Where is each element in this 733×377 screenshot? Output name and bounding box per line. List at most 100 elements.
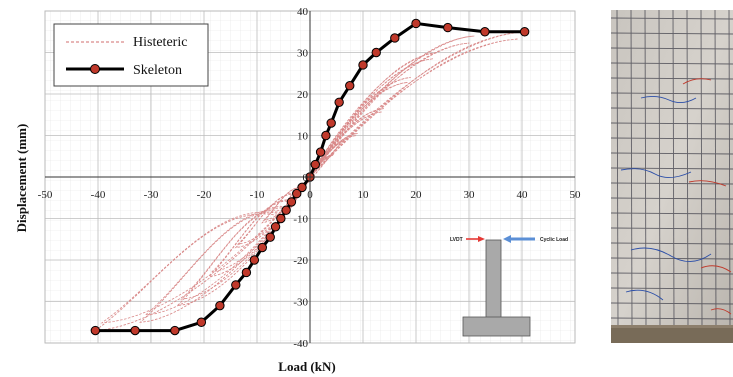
x-tick-label: -20	[197, 189, 212, 201]
skeleton-point	[276, 213, 286, 224]
axes	[45, 11, 575, 343]
x-tick-label: -50	[38, 189, 53, 201]
skeleton-point	[443, 22, 453, 33]
hysteretic-loop-repeat	[180, 58, 434, 300]
skeleton-point	[411, 18, 421, 29]
skeleton-point	[215, 300, 225, 311]
x-tick-label: 30	[464, 189, 476, 201]
photo-grid-line	[611, 47, 733, 50]
y-tick-label: 30	[297, 48, 309, 60]
photo-grid-line	[611, 197, 733, 200]
photo-grid-line	[611, 167, 733, 170]
y-tick-label: -40	[293, 338, 308, 350]
legend-hysteretic-label: Histeteric	[133, 35, 187, 50]
x-tick-label: 40	[517, 189, 529, 201]
photo-grid-line	[700, 10, 703, 326]
photo-grid-line	[611, 287, 733, 290]
photo-grid-line	[611, 257, 733, 260]
photo-grid-line	[611, 62, 733, 65]
photo-grid-line	[611, 182, 733, 185]
skeleton-point	[321, 130, 331, 141]
lvdt-arrow-head	[478, 236, 485, 242]
skeleton-point	[281, 205, 291, 215]
photo-grid-line	[611, 302, 733, 305]
y-tick-label: -20	[293, 255, 308, 267]
skeleton-point	[315, 147, 326, 157]
legend-skeleton-marker	[90, 64, 100, 74]
x-tick-label: 0	[307, 189, 313, 201]
x-tick-label: -10	[250, 189, 265, 201]
skeleton-point	[170, 325, 180, 336]
x-tick-label: -40	[91, 189, 106, 201]
photo-grid-line	[644, 10, 647, 326]
skeleton-point	[310, 159, 320, 170]
skeleton-point	[265, 232, 275, 242]
skeleton-point	[519, 27, 530, 37]
specimen-inset: LVDT Cyclic Load	[450, 235, 568, 337]
skeleton-point	[241, 267, 252, 278]
skeleton-point	[90, 325, 101, 336]
y-tick-label: 10	[297, 131, 309, 143]
y-tick-label: 0	[303, 172, 309, 184]
cracked-wall-photo-icon	[611, 10, 733, 343]
skeleton-point	[292, 188, 302, 199]
legend: Histeteric Skeleton	[53, 23, 209, 87]
photo-grid-line	[611, 227, 733, 230]
skeleton-curve	[90, 18, 530, 336]
photo-grid-line	[714, 10, 717, 326]
skeleton-point	[130, 325, 140, 336]
x-tick-label: 20	[411, 189, 423, 201]
y-tick-label: -10	[293, 214, 308, 226]
skeleton-point	[390, 33, 400, 43]
photo-grid-line	[630, 10, 633, 326]
x-axis-title: Load (kN)	[278, 359, 335, 374]
legend-skeleton-label: Skeleton	[133, 63, 182, 78]
y-tick-label: -30	[293, 297, 308, 309]
photo-grid-line	[611, 212, 733, 215]
skeleton-point	[286, 197, 297, 207]
y-axis-title: Displacement (mm)	[14, 124, 29, 233]
skeleton-point	[334, 97, 344, 108]
photo-grid-line	[611, 152, 733, 155]
hysteretic-loop-repeat	[236, 111, 383, 245]
skeleton-point	[358, 60, 368, 70]
photo-grid-line	[611, 17, 733, 20]
skeleton-point	[270, 222, 281, 232]
skeleton-point	[297, 182, 307, 193]
lvdt-label: LVDT	[450, 237, 463, 243]
photo-grid-line	[611, 32, 733, 35]
hysteretic-loop-repeat	[100, 38, 519, 324]
specimen-wall	[485, 239, 502, 321]
legend-box	[53, 23, 209, 87]
skeleton-point	[326, 118, 336, 128]
skeleton-point	[371, 47, 381, 58]
photo-grid-line	[611, 272, 733, 275]
photo-grid-line	[611, 107, 733, 110]
skeleton-point	[257, 242, 267, 253]
cyclic-load-label: Cyclic Load	[540, 237, 568, 243]
skeleton-point	[196, 317, 207, 327]
tick-labels: -50 -40 -30 -20 -10 0 10 20 30 40 50 -40 -30 -20 -10 0 1…	[38, 6, 581, 350]
y-tick-label: 20	[297, 89, 309, 101]
photo-grid-line	[611, 137, 733, 140]
photo-grid-line	[672, 10, 675, 326]
hysteretic-loop	[93, 31, 525, 332]
photo-grid-line	[611, 92, 733, 95]
photo-grid-line	[611, 77, 733, 80]
y-tick-label: 40	[297, 6, 309, 18]
photo-grid-line	[658, 10, 661, 326]
photo-grid-line	[611, 317, 733, 320]
skeleton-point	[249, 255, 260, 265]
specimen-foundation	[462, 316, 531, 337]
x-tick-label: -30	[144, 189, 159, 201]
photo-grid-line	[611, 122, 733, 125]
photo-grid-line	[728, 10, 731, 326]
skeleton-point	[480, 27, 490, 37]
x-tick-label: 50	[570, 189, 582, 201]
photo-grid-line	[686, 10, 689, 326]
skeleton-point	[231, 280, 241, 290]
hysteretic-loop	[176, 52, 438, 307]
photo-grid-line	[611, 242, 733, 245]
photo-grid-line	[616, 10, 619, 326]
